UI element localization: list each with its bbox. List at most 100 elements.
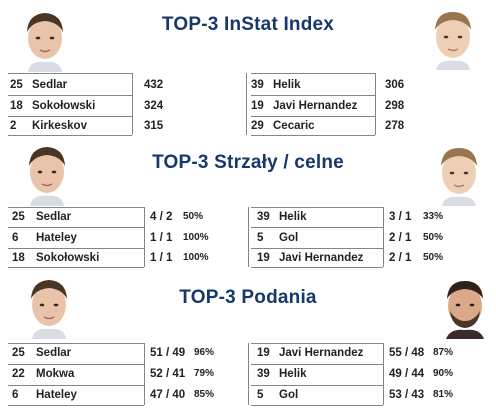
stat-value: 55 / 48	[389, 347, 425, 359]
stat-value: 324	[144, 100, 164, 112]
stat-percent: 50%	[183, 211, 204, 222]
table-row: 19 Javi Hernandez 55 / 48 87%	[251, 343, 491, 363]
table-row: 18 Sokołowski 324	[8, 96, 248, 116]
player-number: 25	[12, 347, 25, 359]
table-rule	[251, 73, 375, 74]
player-number: 29	[251, 120, 264, 132]
stat-value: 47 / 40	[150, 389, 186, 401]
stat-value: 4 / 2	[150, 211, 173, 223]
section-passes: TOP-3 Podania 25 Sedlar 51 / 49 96% 22 M…	[0, 275, 496, 410]
player-photo-right	[435, 12, 471, 70]
table-rule	[8, 385, 144, 386]
player-name: Hateley	[36, 389, 77, 401]
table-row: 39 Helik 306	[251, 75, 491, 95]
stat-percent: 79%	[194, 368, 215, 379]
stat-percent: 50%	[423, 252, 444, 263]
table-divider	[246, 73, 247, 135]
player-name: Sokołowski	[36, 252, 100, 264]
player-name: Sokołowski	[32, 100, 96, 112]
table-rule	[251, 385, 383, 386]
section-title: TOP-3 InStat Index	[161, 14, 335, 35]
player-number: 2	[10, 120, 17, 132]
player-number: 39	[257, 368, 270, 380]
stat-value: 53 / 43	[389, 389, 425, 401]
player-name: Javi Hernandez	[279, 347, 364, 359]
player-photo-left	[29, 147, 65, 206]
player-name: Sedlar	[36, 211, 72, 223]
player-number: 39	[251, 79, 264, 91]
table-divider	[248, 207, 249, 267]
table-divider	[144, 207, 145, 267]
table-row: 6 Hateley 47 / 40 85%	[8, 385, 248, 405]
stat-value: 51 / 49	[150, 347, 186, 359]
player-photo-right	[441, 148, 477, 206]
player-number: 18	[10, 100, 23, 112]
section-instat-index: TOP-3 InStat Index 25 Sedlar 432 18 Soko…	[0, 0, 496, 140]
table-rule	[251, 135, 375, 136]
player-number: 5	[257, 389, 264, 401]
player-name: Cecaric	[273, 120, 315, 132]
stat-value: 278	[385, 120, 405, 132]
player-photo-left	[27, 13, 63, 72]
table-divider	[144, 343, 145, 405]
table-rule	[251, 267, 383, 268]
table-row: 22 Mokwa 52 / 41 79%	[8, 364, 248, 384]
player-name: Hateley	[36, 232, 77, 244]
table-rule	[251, 116, 375, 117]
player-number: 25	[10, 79, 23, 91]
stat-percent: 100%	[183, 252, 209, 263]
table-row: 25 Sedlar 4 / 2 50%	[8, 207, 248, 227]
table-row: 6 Hateley 1 / 1 100%	[8, 228, 248, 248]
stat-value: 2 / 1	[389, 252, 412, 264]
table-rule	[251, 227, 383, 228]
table-rule	[251, 207, 383, 208]
player-number: 6	[12, 389, 19, 401]
player-name: Mokwa	[36, 368, 75, 380]
table-rule	[8, 116, 132, 117]
player-name: Helik	[279, 211, 307, 223]
table-rule	[8, 267, 144, 268]
table-rule	[8, 135, 132, 136]
table-rule	[251, 248, 383, 249]
player-number: 22	[12, 368, 25, 380]
table-row: 39 Helik 3 / 1 33%	[251, 207, 491, 227]
stat-percent: 87%	[433, 347, 454, 358]
table-row: 5 Gol 2 / 1 50%	[251, 228, 491, 248]
section-title: TOP-3 Podania	[179, 287, 317, 308]
player-number: 25	[12, 211, 25, 223]
player-name: Sedlar	[36, 347, 72, 359]
stat-percent: 81%	[433, 389, 454, 400]
player-name: Gol	[279, 389, 299, 401]
player-name: Javi Hernandez	[273, 100, 358, 112]
table-divider	[132, 73, 133, 135]
table-divider	[383, 207, 384, 267]
table-row: 25 Sedlar 51 / 49 96%	[8, 343, 248, 363]
table-row: 5 Gol 53 / 43 81%	[251, 385, 491, 405]
table-rule	[8, 343, 144, 344]
section-shots: TOP-3 Strzały / celne 25 Sedlar 4 / 2 50…	[0, 140, 496, 275]
table-rule	[8, 227, 144, 228]
table-divider	[248, 343, 249, 405]
player-number: 18	[12, 252, 25, 264]
table-row: 18 Sokołowski 1 / 1 100%	[8, 248, 248, 268]
stat-value: 2 / 1	[389, 232, 412, 244]
table-rule	[251, 405, 383, 406]
stat-value: 432	[144, 79, 164, 91]
stat-value: 306	[385, 79, 405, 91]
player-name: Helik	[273, 79, 301, 91]
table-row: 2 Kirkeskov 315	[8, 116, 248, 136]
stat-value: 52 / 41	[150, 368, 186, 380]
stat-value: 1 / 1	[150, 232, 173, 244]
player-photo-right	[446, 281, 484, 339]
player-name: Helik	[279, 368, 307, 380]
player-name: Kirkeskov	[32, 120, 87, 132]
player-photo-left	[31, 280, 67, 339]
table-rule	[8, 248, 144, 249]
table-divider	[375, 73, 376, 135]
table-rule	[8, 207, 144, 208]
player-number: 19	[257, 347, 270, 359]
stat-value: 315	[144, 120, 164, 132]
player-number: 6	[12, 232, 19, 244]
player-number: 19	[257, 252, 270, 264]
table-row: 19 Javi Hernandez 2 / 1 50%	[251, 248, 491, 268]
